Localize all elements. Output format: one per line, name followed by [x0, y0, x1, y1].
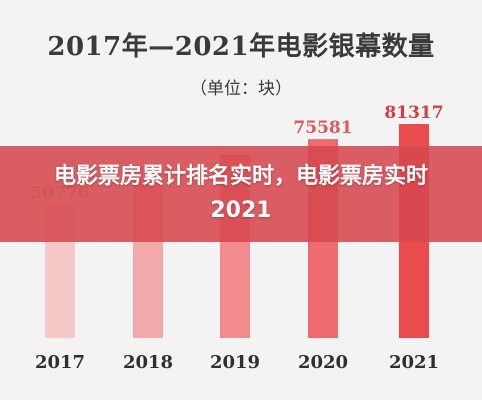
x-tick-label-2018: 2018 [123, 352, 173, 373]
headline-banner: 电影票房累计排名实时，电影票房实时2021 [0, 146, 482, 242]
chart-subtitle: （单位：块） [190, 79, 292, 99]
chart-title: 2017年—2021年电影银幕数量 [47, 32, 435, 62]
x-tick-label-2021: 2021 [389, 352, 439, 373]
headline-text: 电影票房累计排名实时，电影票房实时2021 [53, 164, 428, 223]
data-label-2021: 81317 [384, 103, 443, 123]
x-tick-label-2017: 2017 [35, 352, 85, 373]
x-tick-label-2019: 2019 [210, 352, 260, 373]
data-label-2020: 75581 [293, 118, 352, 138]
x-tick-label-2020: 2020 [298, 352, 348, 373]
